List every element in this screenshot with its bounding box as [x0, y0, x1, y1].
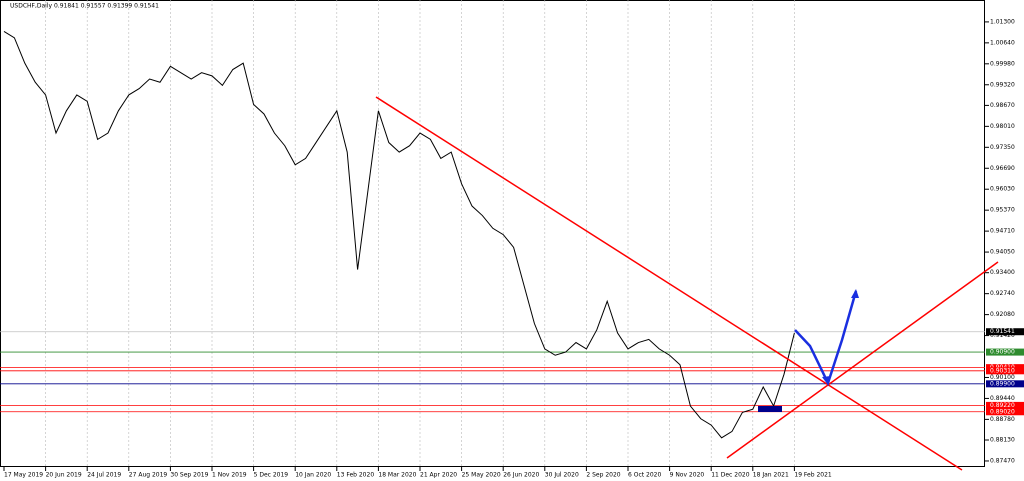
x-tick-label: 30 Sep 2019	[170, 472, 208, 479]
y-tick-label: 0.97350	[990, 144, 1015, 151]
level-label: 0.90900	[990, 349, 1015, 356]
y-tick-label: 0.94050	[990, 249, 1015, 256]
y-tick-label: 0.99320	[990, 81, 1015, 88]
x-tick-label: 27 Aug 2019	[129, 472, 168, 479]
x-tick-label: 20 Jun 2019	[46, 472, 82, 479]
y-tick-label: 0.90100	[990, 374, 1015, 381]
x-tick-label: 9 Nov 2020	[670, 472, 705, 479]
y-tick-label: 0.95370	[990, 207, 1015, 214]
x-tick-label: 10 Jan 2020	[295, 472, 331, 479]
x-tick-label: 5 Dec 2019	[254, 472, 289, 479]
level-label-box	[986, 348, 1024, 356]
y-tick-label: 0.91420	[990, 332, 1015, 339]
x-tick-label: 25 May 2020	[462, 472, 501, 479]
level-label-box	[986, 367, 1024, 375]
trendline	[726, 261, 999, 459]
x-tick-label: 26 Jun 2020	[503, 472, 539, 479]
plot-frame	[0, 0, 985, 467]
y-tick-label: 0.99980	[990, 60, 1015, 67]
y-tick-label: 0.87470	[990, 457, 1015, 464]
y-tick-label: 1.01300	[990, 18, 1015, 25]
level-label: 0.90310	[990, 367, 1015, 374]
chart-title: USDCHF,Daily 0.91841 0.91557 0.91399 0.9…	[10, 3, 159, 10]
level-label: 0.89900	[990, 380, 1015, 387]
y-tick-label: 0.88130	[990, 437, 1015, 444]
trendline	[375, 96, 963, 471]
x-tick-label: 21 Apr 2020	[420, 472, 457, 479]
y-tick-label: 0.89440	[990, 395, 1015, 402]
level-label-box	[986, 401, 1024, 409]
x-tick-label: 30 Jul 2020	[545, 472, 579, 479]
marker-box	[758, 406, 782, 412]
level-label-box	[986, 328, 1024, 336]
x-tick-label: 1 Nov 2019	[212, 472, 247, 479]
x-tick-label: 17 May 2019	[4, 472, 43, 479]
y-tick-label: 0.93400	[990, 269, 1015, 276]
y-tick-label: 0.96030	[990, 186, 1015, 193]
y-tick-label: 0.92080	[990, 311, 1015, 318]
level-label-box	[986, 380, 1024, 388]
y-tick-label: 0.92740	[990, 290, 1015, 297]
x-tick-label: 13 Feb 2020	[337, 472, 375, 479]
y-tick-label: 0.88780	[990, 416, 1015, 423]
x-tick-label: 2 Sep 2020	[586, 472, 620, 479]
y-tick-label: 0.98670	[990, 102, 1015, 109]
level-label-box	[986, 408, 1024, 416]
arrow-head	[851, 289, 859, 298]
x-tick-label: 19 Feb 2021	[794, 472, 832, 479]
arrow-head	[822, 376, 831, 385]
y-tick-label: 1.00640	[990, 39, 1015, 46]
level-label: 0.91541	[990, 328, 1015, 335]
x-tick-label: 24 Jul 2019	[87, 472, 121, 479]
x-tick-label: 18 Jan 2021	[753, 472, 789, 479]
y-tick-label: 0.96690	[990, 165, 1015, 172]
x-tick-label: 18 Mar 2020	[378, 472, 416, 479]
x-tick-label: 11 Dec 2020	[711, 472, 750, 479]
price-line	[3, 31, 795, 439]
y-tick-label: 0.94710	[990, 228, 1015, 235]
level-label: 0.89220	[990, 402, 1015, 409]
y-tick-label: 0.98010	[990, 123, 1015, 130]
x-tick-label: 6 Oct 2020	[628, 472, 661, 479]
level-label: 0.89020	[990, 408, 1015, 415]
